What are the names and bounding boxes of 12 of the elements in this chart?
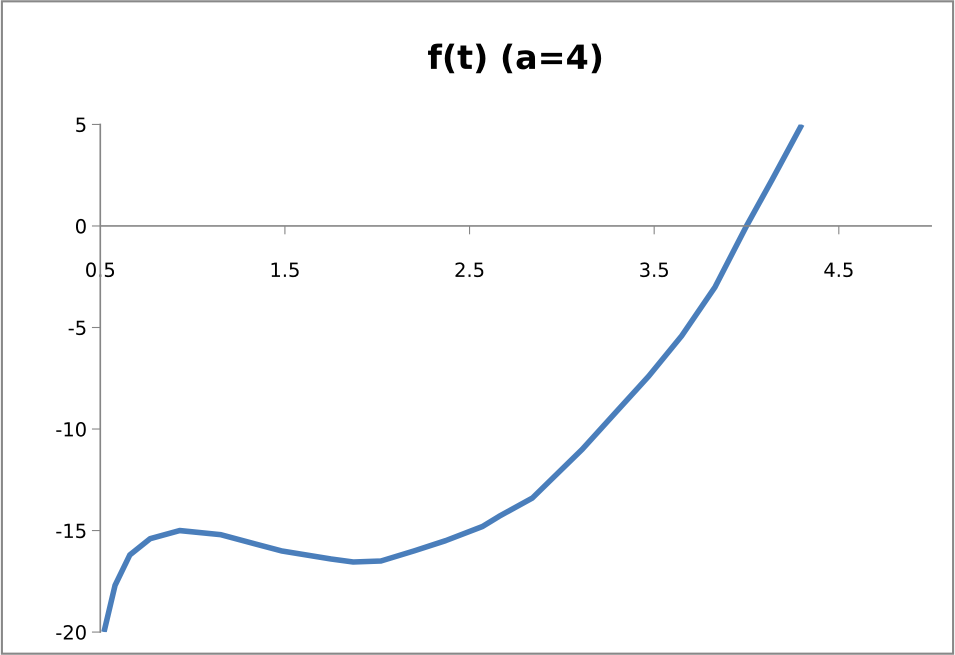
x-tick-label: 3.5 <box>640 262 668 278</box>
x-tick-label: 4.5 <box>824 262 853 278</box>
y-tick-label: 0 <box>76 218 86 234</box>
x-tick-label: 1.5 <box>272 262 299 278</box>
y-tick-label: -20 <box>56 625 86 640</box>
chart-title: f(t) (a=4) <box>428 44 602 74</box>
y-tick-label: -15 <box>56 524 86 538</box>
y-tick-label: -5 <box>68 320 86 336</box>
x-tick-label: 2.5 <box>456 262 484 278</box>
y-tick-label: -10 <box>56 422 86 437</box>
x-tick-label: 0.5 <box>86 262 114 278</box>
y-tick-label: 5 <box>76 118 86 132</box>
